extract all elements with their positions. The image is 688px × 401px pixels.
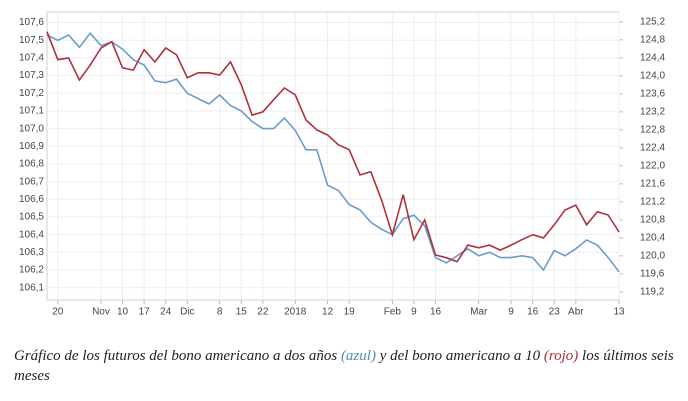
y2-tick-label: 122,8 xyxy=(640,125,665,136)
x-tick-label: 22 xyxy=(257,307,269,318)
y-tick-label: 107,3 xyxy=(19,70,44,81)
y2-tick-label: 124,0 xyxy=(640,71,665,82)
y2-tick-label: 123,6 xyxy=(640,89,665,100)
caption-red: (rojo) xyxy=(543,348,579,364)
y-tick-label: 106,4 xyxy=(19,229,44,240)
y-tick-label: 106,5 xyxy=(19,212,44,223)
y-tick-label: 106,3 xyxy=(19,247,44,258)
y-tick-label: 106,8 xyxy=(19,159,44,170)
x-tick-label: 15 xyxy=(236,307,248,318)
caption: Gráfico de los futuros del bono american… xyxy=(14,346,684,386)
caption-text: Gráfico de los futuros del bono american… xyxy=(14,348,341,364)
y2-tick-label: 124,4 xyxy=(640,53,665,64)
y2-tick-label: 120,0 xyxy=(640,251,665,262)
x-tick-label: 23 xyxy=(549,307,561,318)
y-tick-label: 106,2 xyxy=(19,265,44,276)
x-tick-label: 24 xyxy=(160,307,172,318)
y-tick-label: 107,4 xyxy=(19,53,44,64)
x-tick-label: 9 xyxy=(411,307,417,318)
x-tick-label: 13 xyxy=(613,307,625,318)
series-line xyxy=(46,31,620,273)
y-tick-label: 106,6 xyxy=(19,194,44,205)
y-tick-label: 107,1 xyxy=(19,106,44,117)
y2-tick-label: 124,8 xyxy=(640,35,665,46)
x-tick-label: 9 xyxy=(508,307,514,318)
x-tick-label: 16 xyxy=(527,307,539,318)
y-tick-label: 106,7 xyxy=(19,176,44,187)
y-tick-label: 107,5 xyxy=(19,35,44,46)
y2-tick-label: 121,6 xyxy=(640,179,665,190)
y2-tick-label: 119,6 xyxy=(640,269,665,280)
chart: 107,6 107,5 107,4 107,3 107,2 107,1 107,0 106,9… xyxy=(19,11,665,318)
y-tick-label: 107,2 xyxy=(19,88,44,99)
caption-text: los últimos seis meses xyxy=(14,348,674,384)
caption-blue: (azul) xyxy=(340,348,376,364)
y2-tick-label: 123,2 xyxy=(640,107,665,118)
x-tick-label: Feb xyxy=(384,307,402,318)
y2-tick-label: 120,4 xyxy=(640,233,665,244)
y-tick-label: 106,1 xyxy=(19,282,44,293)
x-tick-label: 8 xyxy=(217,307,223,318)
y2-tick-label: 125,2 xyxy=(640,17,665,28)
y2-tick-label: 122,0 xyxy=(640,161,665,172)
plot-frame xyxy=(46,11,620,301)
x-tick-label: 10 xyxy=(117,307,129,318)
x-tick-label: Abr xyxy=(568,307,584,318)
x-tick-label: Dic xyxy=(180,307,194,318)
x-tick-label: 16 xyxy=(430,307,442,318)
series-line xyxy=(46,31,620,263)
x-tick-label: 12 xyxy=(322,307,334,318)
y2-tick-label: 120,8 xyxy=(640,215,665,226)
caption-text: y del bono americano a 10 xyxy=(375,348,544,364)
y2-tick-label: 121,2 xyxy=(640,197,665,208)
x-tick-label: Nov xyxy=(92,307,110,318)
y2-tick-label: 119,2 xyxy=(640,287,665,298)
y-tick-label: 107,0 xyxy=(19,123,44,134)
y2-tick-label: 122,4 xyxy=(640,143,665,154)
x-tick-label: 2018 xyxy=(284,307,307,318)
y-tick-label: 106,9 xyxy=(19,141,44,152)
y-tick-label: 107,6 xyxy=(19,17,44,28)
x-tick-label: 17 xyxy=(139,307,151,318)
x-tick-label: 19 xyxy=(344,307,356,318)
x-tick-label: 20 xyxy=(52,307,64,318)
x-tick-label: Mar xyxy=(470,307,488,318)
